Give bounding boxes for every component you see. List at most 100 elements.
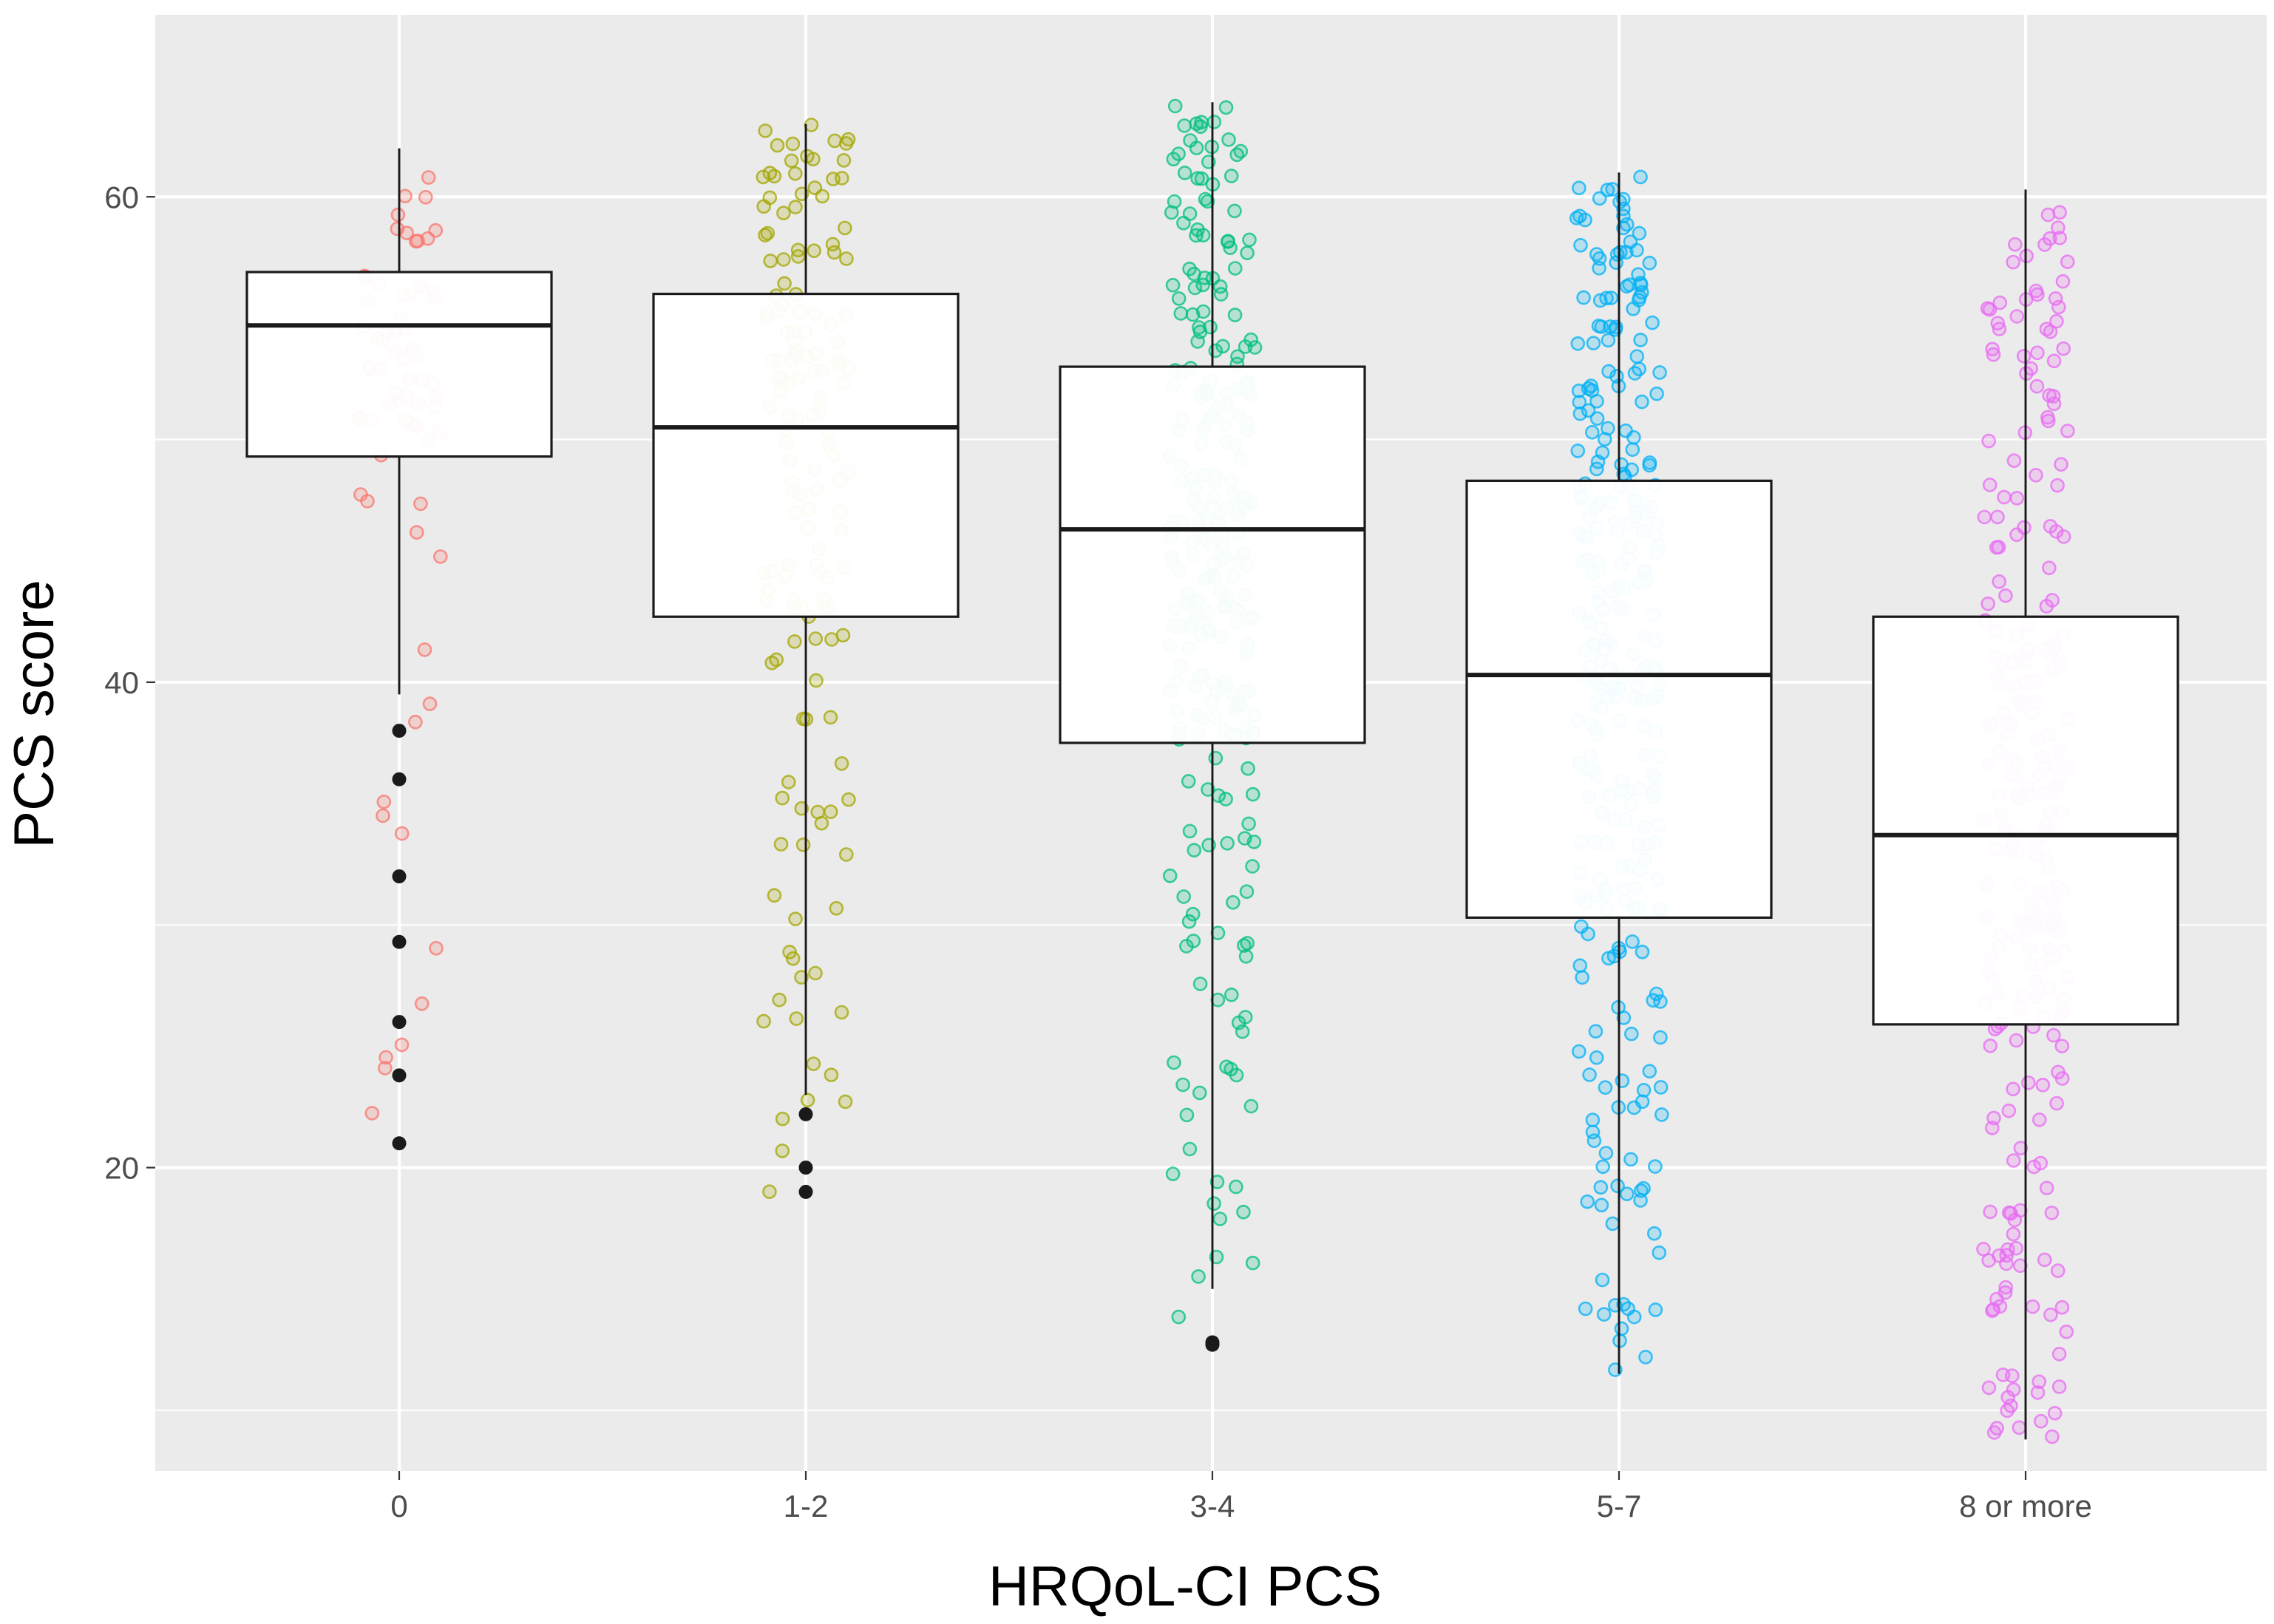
- jitter-point: [767, 888, 782, 903]
- jitter-point: [1166, 152, 1181, 167]
- jitter-point: [1235, 1024, 1250, 1039]
- jitter-point: [1221, 234, 1235, 249]
- jitter-point: [2034, 1413, 2049, 1429]
- jitter-point: [1594, 1197, 1609, 1213]
- jitter-point: [1998, 1280, 2013, 1295]
- x-tick-label: 0: [390, 1489, 407, 1523]
- jitter-point: [1626, 301, 1640, 316]
- jitter-point: [1991, 540, 2006, 555]
- x-axis-title: HRQoL-CI PCS: [988, 1555, 1382, 1618]
- jitter-point: [2006, 1081, 2020, 1097]
- jitter-point: [1182, 1141, 1198, 1157]
- jitter-point: [1623, 1152, 1638, 1167]
- jitter-point: [1581, 381, 1596, 396]
- jitter-point: [1226, 895, 1240, 910]
- jitter-point: [1981, 1380, 1997, 1396]
- jitter-point: [2042, 560, 2057, 576]
- jitter-point: [1625, 934, 1640, 949]
- jitter-point: [2044, 1206, 2060, 1220]
- jitter-point: [2056, 529, 2071, 544]
- jitter-point: [2043, 324, 2058, 339]
- jitter-point: [1622, 277, 1637, 293]
- jitter-point: [2046, 1027, 2061, 1043]
- jitter-point: [1623, 234, 1638, 250]
- jitter-point: [1589, 1050, 1604, 1065]
- jitter-point: [1625, 442, 1640, 458]
- jitter-point: [1645, 315, 1660, 330]
- jitter-point: [1992, 574, 2006, 589]
- iqr-box: [1465, 479, 1773, 920]
- jitter-point: [2041, 413, 2056, 429]
- jitter-point: [1595, 445, 1610, 461]
- jitter-point: [787, 634, 802, 649]
- outlier-point: [392, 724, 407, 738]
- jitter-point: [776, 205, 791, 221]
- jitter-point: [2050, 1263, 2066, 1278]
- x-tick-label: 1-2: [784, 1489, 829, 1523]
- jitter-point: [1589, 247, 1604, 262]
- jitter-point: [1572, 958, 1588, 974]
- jitter-point: [2025, 1299, 2040, 1314]
- boxplots: [245, 102, 2179, 1440]
- jitter-point: [788, 166, 803, 181]
- jitter-point: [839, 847, 854, 862]
- jitter-point: [825, 237, 841, 252]
- jitter-point: [1572, 180, 1586, 196]
- jitter-point: [1981, 433, 1996, 449]
- jitter-point: [2054, 1071, 2070, 1086]
- jitter-point: [1992, 322, 2007, 336]
- jitter-point: [1230, 349, 1245, 364]
- jitter-point: [788, 911, 803, 926]
- jitter-point: [1593, 1180, 1609, 1195]
- jitter-point: [1983, 1204, 1998, 1220]
- jitter-point: [409, 525, 424, 540]
- jitter-point: [1192, 1085, 1207, 1101]
- jitter-point: [1589, 393, 1604, 409]
- jitter-point: [1167, 98, 1183, 114]
- jitter-point: [1162, 869, 1178, 883]
- outlier-point: [798, 1107, 813, 1121]
- jitter-point: [1198, 191, 1213, 207]
- jitter-point: [398, 188, 413, 204]
- jitter-point: [1241, 816, 1256, 832]
- jitter-point: [2043, 231, 2057, 246]
- jitter-point: [1986, 1110, 2001, 1126]
- jitter-point: [1227, 308, 1243, 322]
- jitter-point: [756, 169, 771, 185]
- jitter-point: [2002, 1205, 2017, 1220]
- jitter-point: [1990, 509, 2005, 525]
- iqr-box: [245, 271, 553, 458]
- jitter-point: [1626, 1100, 1642, 1115]
- jitter-point: [756, 1013, 771, 1029]
- jitter-point: [1238, 831, 1252, 846]
- jitter-point: [1239, 884, 1255, 899]
- jitter-point: [1598, 1146, 1614, 1161]
- jitter-point: [1642, 455, 1657, 470]
- jitter-point: [2056, 341, 2071, 356]
- jitter-point: [360, 494, 375, 509]
- x-tick-label: 8 or more: [1959, 1489, 2092, 1523]
- jitter-point: [2006, 254, 2020, 270]
- jitter-point: [770, 137, 785, 153]
- jitter-point: [1229, 1179, 1243, 1195]
- jitter-point: [1632, 361, 1646, 377]
- jitter-point: [1633, 169, 1648, 185]
- jitter-point: [1632, 289, 1647, 305]
- jitter-point: [1596, 1307, 1612, 1322]
- jitter-point: [2013, 1141, 2029, 1155]
- jitter-point: [1976, 1242, 1991, 1257]
- jitter-point: [1586, 336, 1601, 351]
- jitter-point: [1615, 1073, 1630, 1088]
- jitter-point: [364, 1106, 380, 1121]
- jitter-point: [2017, 520, 2032, 535]
- jitter-point: [1601, 364, 1616, 379]
- jitter-point: [2039, 1180, 2054, 1195]
- jitter-point: [1189, 228, 1204, 243]
- boxplot-3-4: [1059, 102, 1366, 1289]
- jitter-point: [758, 228, 773, 242]
- jitter-point: [1229, 147, 1244, 163]
- jitter-point: [1620, 1301, 1635, 1316]
- jitter-point: [2001, 1103, 2017, 1118]
- jitter-point: [2032, 1112, 2047, 1127]
- jitter-point: [422, 696, 438, 712]
